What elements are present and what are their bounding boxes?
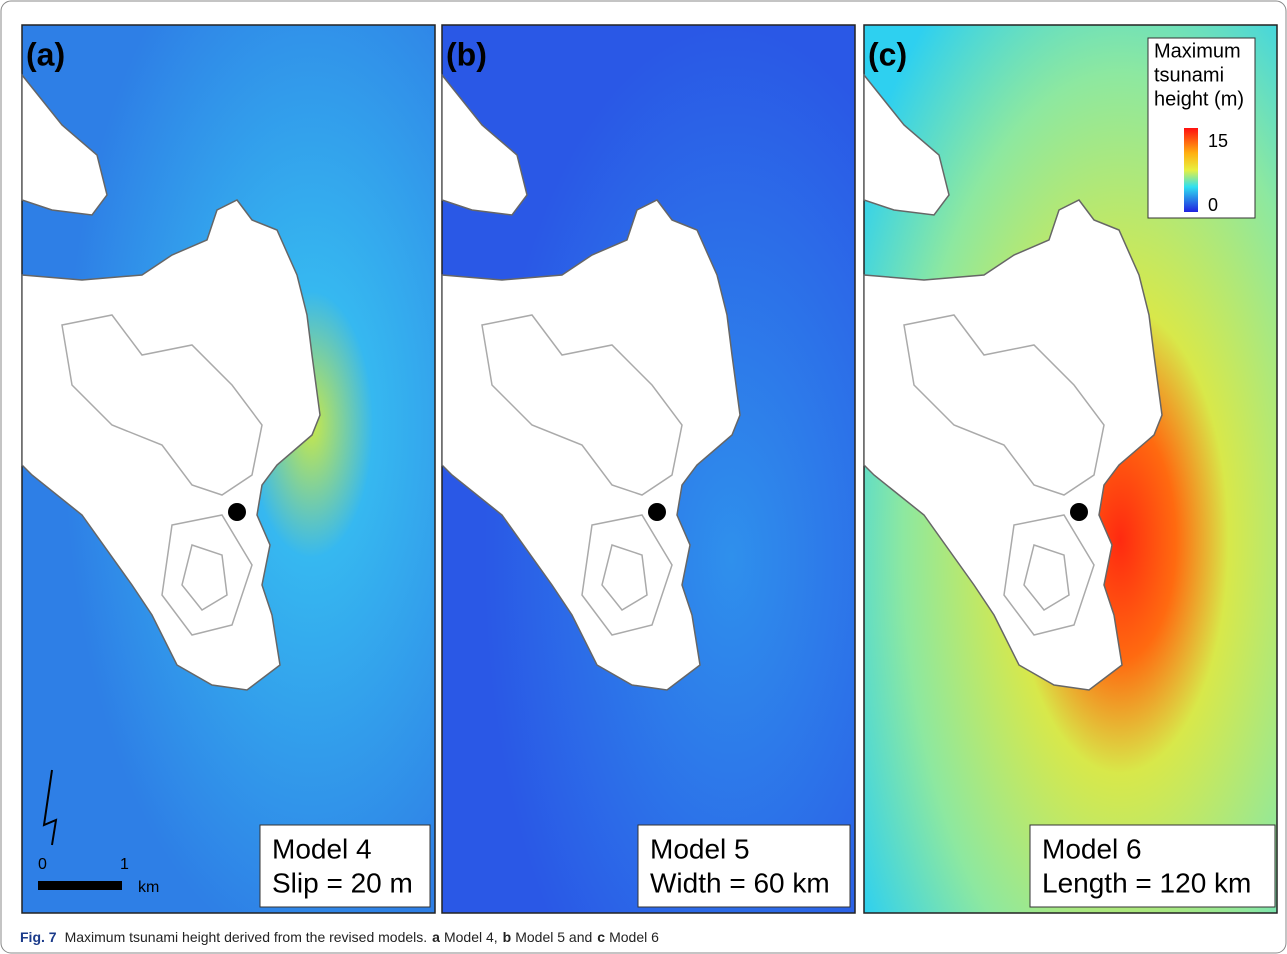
contour <box>481 314 683 636</box>
epicenter-dot <box>1070 503 1088 521</box>
peninsula <box>863 72 950 216</box>
legend-box <box>1147 37 1256 219</box>
caption-panel-text: Model 4, <box>444 929 498 945</box>
island <box>21 199 321 691</box>
model-name: Model 5 <box>650 833 750 864</box>
caption-panel-key: c <box>597 929 605 945</box>
panel-label: (a) <box>26 36 65 72</box>
peninsula <box>441 72 528 216</box>
model-box <box>637 824 851 908</box>
model-box <box>1029 824 1276 908</box>
caption-text: Maximum tsunami height derived from the … <box>65 929 428 945</box>
caption-panel-key: b <box>503 929 512 945</box>
legend-tick: 15 <box>1208 131 1228 151</box>
scale-label: 0 <box>38 856 47 873</box>
scale-label: km <box>138 879 159 896</box>
caption: Fig. 7 Maximum tsunami height derived fro… <box>20 929 659 945</box>
model-parameter: Length = 120 km <box>1042 867 1251 898</box>
caption-panel-text: Model 5 and <box>515 929 592 945</box>
peninsula <box>21 72 108 216</box>
contour <box>61 314 263 636</box>
panel-label: (b) <box>446 36 487 72</box>
model-parameter: Width = 60 km <box>650 867 830 898</box>
legend-tick: 0 <box>1208 195 1218 215</box>
panel-label: (c) <box>868 36 907 72</box>
model-box <box>259 824 431 908</box>
scale-label: 1 <box>120 856 129 873</box>
caption-panel-text: Model 6 <box>609 929 659 945</box>
north-arrow <box>42 769 58 846</box>
island <box>863 199 1163 691</box>
contour <box>903 314 1105 636</box>
color-bar <box>1184 128 1198 212</box>
legend-title: height (m) <box>1154 88 1244 110</box>
model-parameter: Slip = 20 m <box>272 867 413 898</box>
caption-panel-key: a <box>432 929 440 945</box>
epicenter-dot <box>228 503 246 521</box>
epicenter-dot <box>648 503 666 521</box>
model-name: Model 4 <box>272 833 372 864</box>
legend-title: tsunami <box>1154 64 1224 86</box>
island <box>441 199 741 691</box>
caption-figure: Fig. 7 <box>20 929 57 945</box>
scale-bar <box>38 881 122 890</box>
model-name: Model 6 <box>1042 833 1142 864</box>
legend-title: Maximum <box>1154 40 1241 62</box>
